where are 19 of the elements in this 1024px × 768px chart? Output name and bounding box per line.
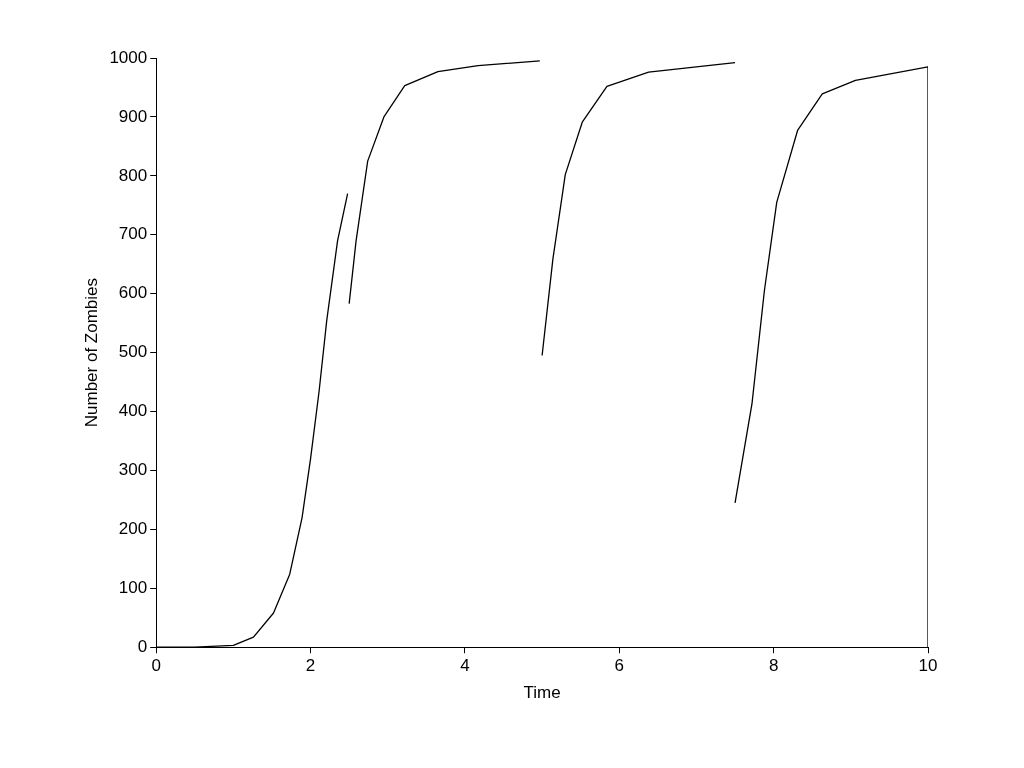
y-tick-label: 100 xyxy=(118,577,148,597)
y-tick-label: 0 xyxy=(137,636,148,656)
x-tick-label: 4 xyxy=(460,656,470,676)
y-tick-label: 700 xyxy=(118,224,148,244)
y-tick-label: 400 xyxy=(118,401,148,421)
y-tick-label: 1000 xyxy=(109,47,148,67)
x-tick-label: 0 xyxy=(151,656,161,676)
y-tick-label: 200 xyxy=(118,519,148,539)
x-tick-label: 6 xyxy=(614,656,625,676)
x-tick-label: 2 xyxy=(305,656,316,676)
y-tick-label: 500 xyxy=(118,342,148,362)
y-tick-label: 800 xyxy=(118,165,148,185)
y-axis-title: Number of Zombies xyxy=(81,277,101,428)
y-tick-label: 900 xyxy=(118,106,148,126)
x-tick-label: 8 xyxy=(768,656,779,676)
y-tick-label: 600 xyxy=(118,283,148,303)
y-tick-label: 300 xyxy=(118,460,148,480)
x-axis-title: Time xyxy=(523,683,561,703)
x-tick-label: 10 xyxy=(918,656,938,676)
